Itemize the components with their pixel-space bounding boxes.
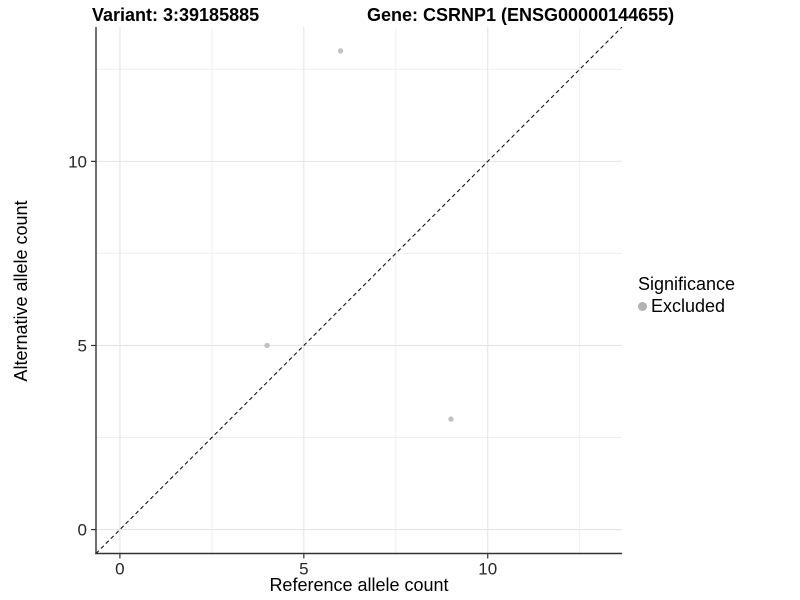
identity-reference-line [95,26,623,554]
legend-title: Significance [638,274,736,294]
variant-title: Variant: 3:39185885 [92,5,260,25]
gene-title: Gene: CSRNP1 (ENSG00000144655) [367,5,675,25]
y-tick-label: 0 [78,521,87,540]
x-tick-label: 10 [478,560,497,579]
legend-item-excluded: Excluded [638,296,735,317]
x-tick-label: 5 [299,560,308,579]
legend-item-label: Excluded [651,296,726,316]
y-tick-label: 5 [78,336,87,355]
data-point [448,416,454,422]
y-axis-title: Alternative allele count [11,200,31,382]
excluded-point-icon [638,302,647,311]
x-tick-label: 0 [115,560,124,579]
x-axis-title: Reference allele count [269,575,449,595]
legend: Significance Excluded [638,274,735,317]
data-point [337,48,344,54]
y-tick-label: 10 [68,152,87,171]
data-point [264,342,270,349]
